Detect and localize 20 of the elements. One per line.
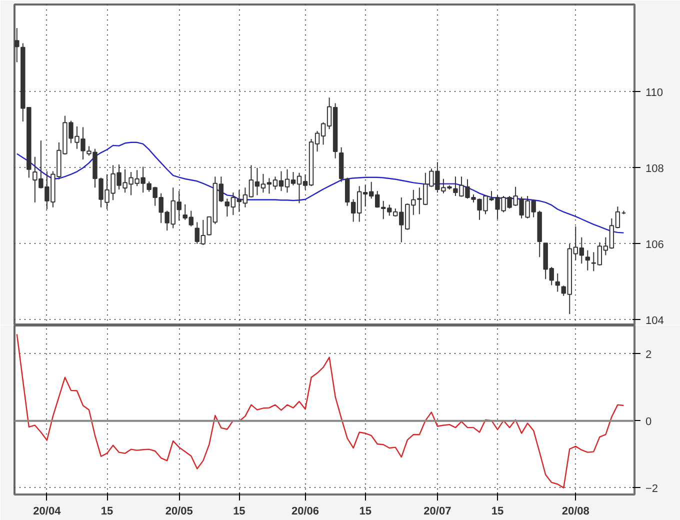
x-tick-label: 15	[100, 506, 114, 518]
candlestick	[585, 250, 590, 271]
x-tick-label: 15	[233, 506, 246, 518]
x-tick-label: 20/04	[33, 506, 62, 518]
x-tick-label: 15	[491, 506, 504, 518]
x-tick-label: 15	[359, 506, 372, 518]
y-tick-label: 110	[646, 86, 664, 99]
line-series	[16, 334, 624, 488]
candlestick	[555, 272, 560, 292]
candlestick	[14, 28, 20, 63]
y-tick-label: −2	[646, 482, 658, 495]
y-tick-label: 2	[646, 348, 652, 361]
y-tick-label: 104	[646, 314, 664, 327]
y-tick-label: 108	[646, 162, 664, 175]
x-tick-label: 20/07	[424, 506, 452, 518]
y-tick-label: 0	[646, 416, 652, 428]
x-tick-label: 20/06	[292, 506, 320, 518]
x-tick-label: 20/08	[562, 506, 590, 518]
x-tick-label: 20/05	[165, 506, 193, 518]
y-tick-label: 106	[646, 238, 664, 251]
